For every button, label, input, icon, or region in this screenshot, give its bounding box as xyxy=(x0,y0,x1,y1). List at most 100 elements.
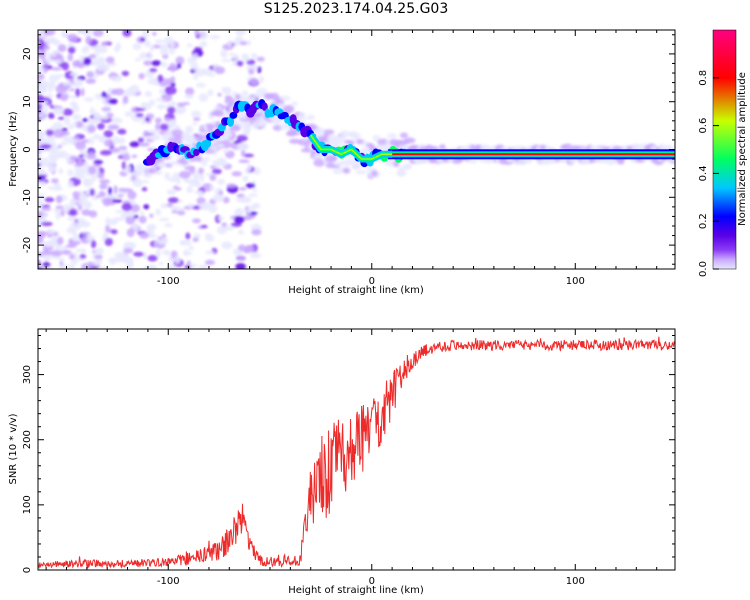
chart-title: S125.2023.174.04.25.G03 xyxy=(263,1,449,17)
snr-ticks: -100 0 100 0 100 200 300 xyxy=(22,329,675,587)
x-tick-label: 100 xyxy=(566,576,585,587)
speckle xyxy=(98,135,106,144)
speckle xyxy=(68,199,80,204)
speckle xyxy=(185,87,195,96)
speckle xyxy=(85,78,97,84)
ridge-blob xyxy=(261,102,268,111)
halo xyxy=(153,170,163,175)
speckle xyxy=(68,253,75,260)
speckle xyxy=(155,123,161,131)
halo xyxy=(417,157,429,165)
speckle xyxy=(149,44,155,52)
speckle xyxy=(239,41,248,46)
halo xyxy=(151,135,160,141)
speckle xyxy=(246,163,252,172)
speckle xyxy=(56,150,68,159)
speckle xyxy=(59,261,64,266)
speckle xyxy=(211,168,222,175)
speckle xyxy=(67,215,78,222)
speckle xyxy=(199,41,208,48)
speckle xyxy=(135,163,146,173)
speckle xyxy=(167,119,177,128)
speckle xyxy=(38,156,43,165)
speckle xyxy=(243,57,251,61)
speckle xyxy=(152,31,157,36)
speckle xyxy=(257,66,262,74)
speckle xyxy=(121,203,133,212)
speckle xyxy=(158,261,164,266)
speckle xyxy=(81,209,92,216)
y-tick-label: -10 xyxy=(22,189,33,205)
speckle xyxy=(39,32,46,38)
speckle xyxy=(41,207,52,212)
speckle xyxy=(112,136,120,145)
speckle xyxy=(121,70,130,77)
snr-marks xyxy=(38,336,675,570)
speckle xyxy=(170,65,175,73)
colorbar: 0.0 0.2 0.4 0.6 0.8 Normalized spectral ampl… xyxy=(698,29,748,277)
speckle xyxy=(100,41,108,46)
speckle xyxy=(83,150,89,159)
speckle xyxy=(72,121,77,127)
speckle xyxy=(209,174,217,181)
speckle xyxy=(38,73,45,81)
speckle xyxy=(158,217,170,222)
speckle xyxy=(140,37,146,42)
speckle xyxy=(154,39,166,44)
speckle xyxy=(91,58,103,66)
speckle xyxy=(183,251,193,256)
halo xyxy=(216,143,225,148)
speckle xyxy=(221,58,232,63)
spectrogram-xlabel: Height of straight line (km) xyxy=(288,285,424,296)
speckle xyxy=(164,36,173,45)
speckle xyxy=(41,263,52,267)
snr-ylabel: SNR (10 * v/v) xyxy=(8,413,19,484)
speckle xyxy=(107,195,120,199)
speckle xyxy=(227,39,232,47)
speckle xyxy=(67,46,76,54)
speckle xyxy=(104,237,113,247)
speckle xyxy=(139,232,150,239)
speckle xyxy=(235,262,247,269)
speckle xyxy=(186,43,193,48)
halo xyxy=(372,134,381,142)
speckle xyxy=(38,178,45,182)
speckle xyxy=(75,121,84,129)
speckle xyxy=(247,206,252,215)
halo xyxy=(243,124,251,132)
speckle xyxy=(129,172,142,177)
colorbar-label: Normalized spectral amplitude xyxy=(737,72,748,226)
halo xyxy=(404,163,413,170)
speckle xyxy=(240,149,246,157)
speckle xyxy=(82,177,89,187)
speckle xyxy=(79,253,87,259)
speckle xyxy=(166,264,177,269)
speckle xyxy=(64,116,71,126)
speckle xyxy=(68,238,74,247)
speckle xyxy=(133,251,145,257)
speckle xyxy=(73,78,84,87)
speckle xyxy=(55,74,65,78)
speckle xyxy=(94,254,103,260)
speckle xyxy=(40,163,52,167)
y-tick-label: 20 xyxy=(22,48,33,61)
speckle xyxy=(101,97,106,103)
speckle xyxy=(114,88,125,96)
speckle xyxy=(47,165,54,173)
speckle xyxy=(148,129,160,134)
halo xyxy=(617,157,625,165)
speckle xyxy=(45,129,54,137)
speckle xyxy=(85,36,92,45)
speckle xyxy=(138,72,145,80)
speckle xyxy=(72,62,84,66)
speckle xyxy=(251,229,262,236)
speckle xyxy=(246,59,256,66)
speckle xyxy=(252,167,261,175)
speckle xyxy=(143,130,150,137)
speckle xyxy=(124,111,133,117)
speckle xyxy=(40,143,52,150)
speckle xyxy=(132,179,143,188)
speckle xyxy=(97,172,105,179)
speckle xyxy=(192,122,198,126)
